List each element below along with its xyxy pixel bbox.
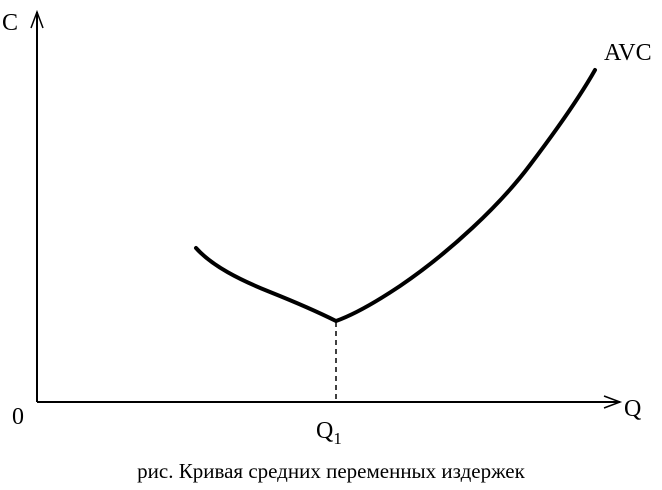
- q1-sub: 1: [333, 429, 342, 448]
- curve-label: AVC: [604, 40, 652, 66]
- x-axis-label: Q: [624, 396, 641, 422]
- avc-curve: [194, 68, 597, 324]
- origin-label: 0: [12, 404, 24, 430]
- caption: рис. Кривая средних переменных издержек: [137, 459, 525, 483]
- y-axis-arrow: [30, 9, 44, 29]
- q1-label: Q1: [316, 418, 342, 448]
- q1-main: Q: [316, 418, 333, 444]
- x-axis-arrow: [603, 395, 623, 409]
- y-axis-label: C: [2, 10, 18, 36]
